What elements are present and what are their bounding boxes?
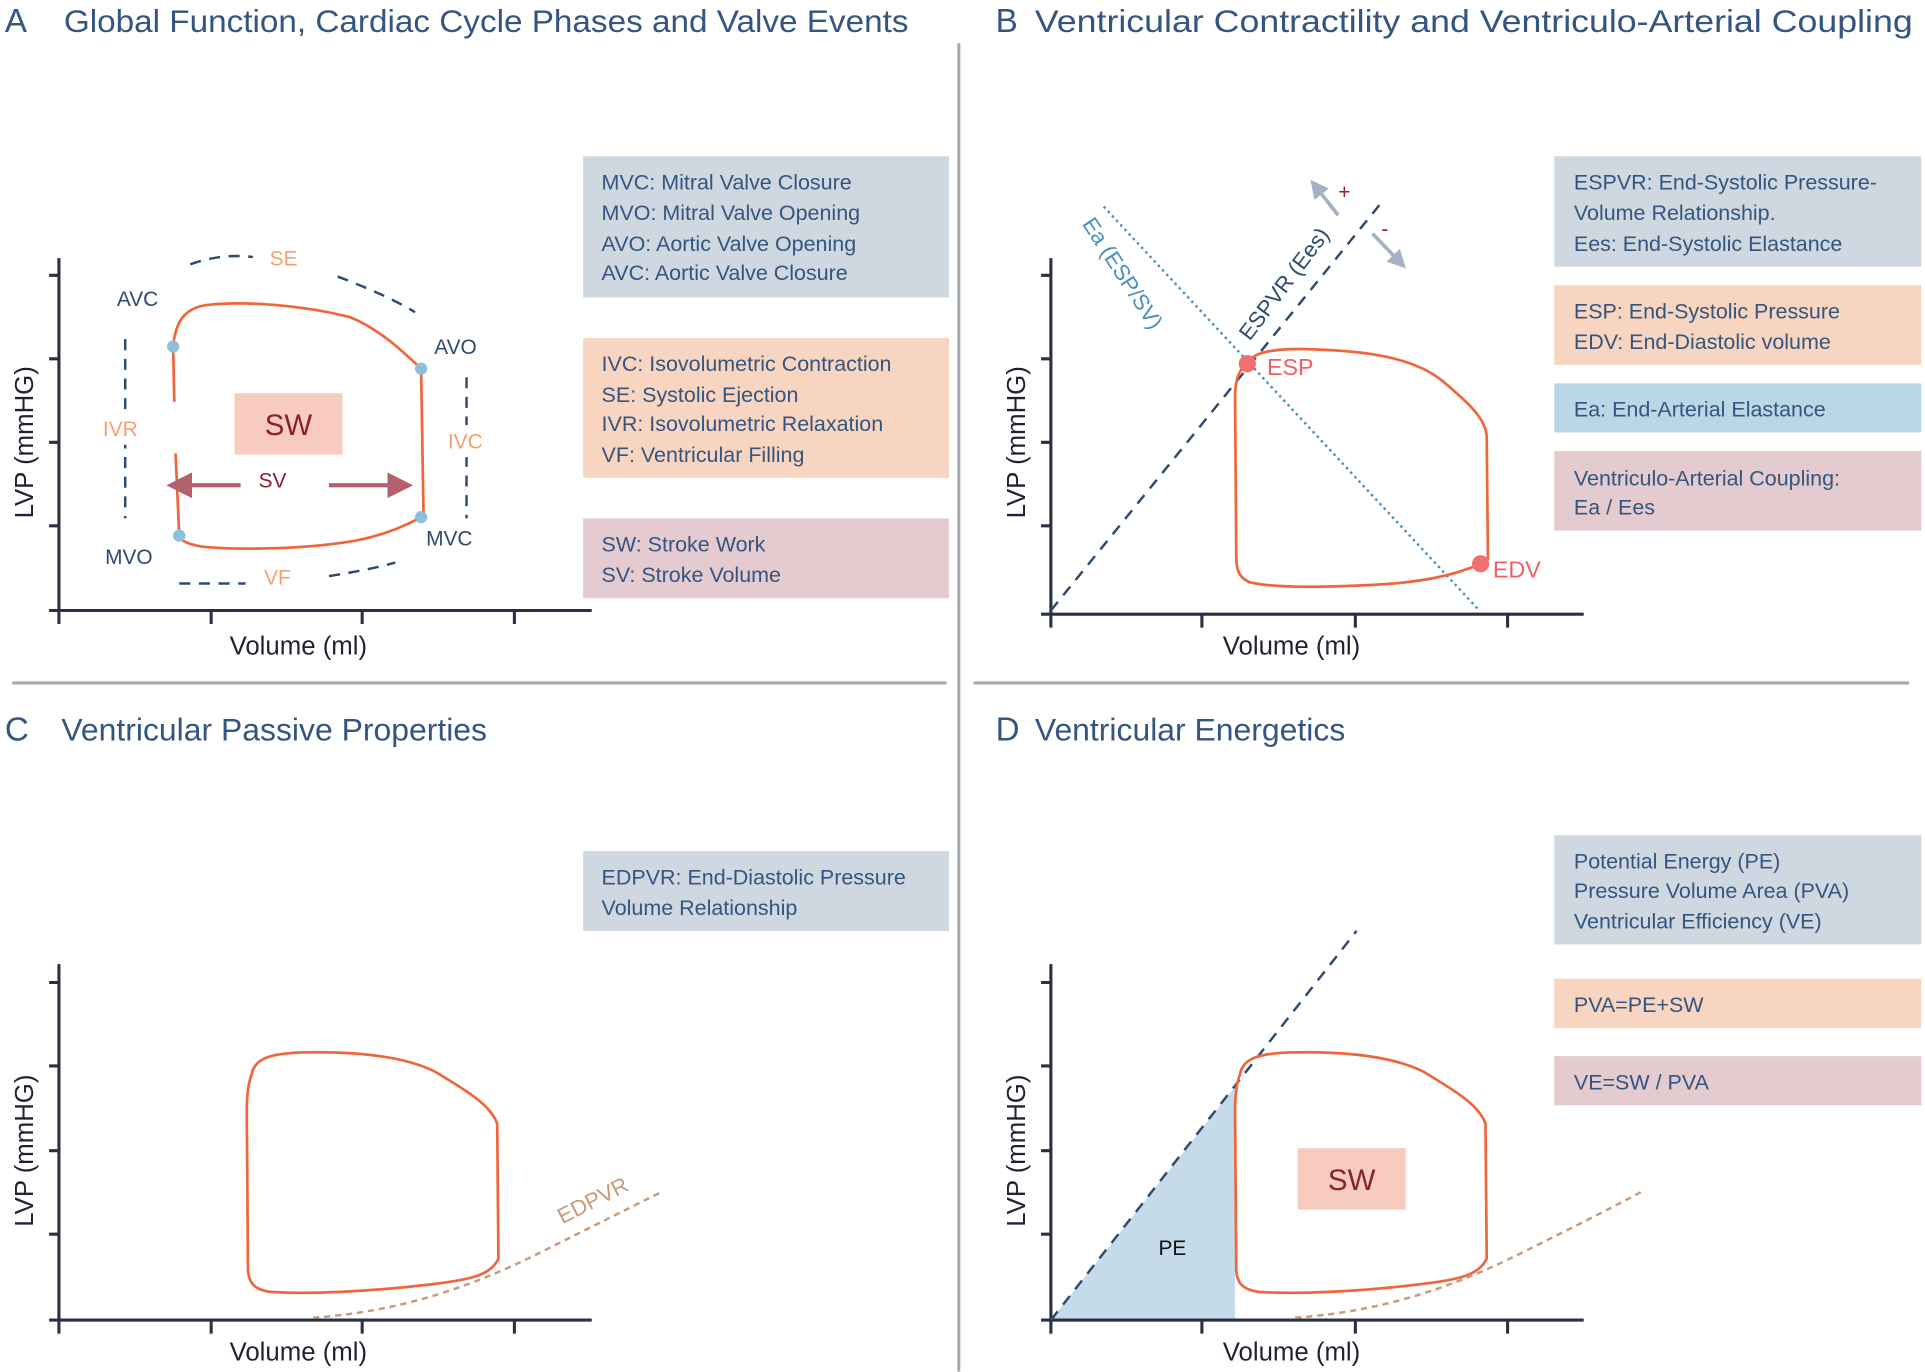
legend-line: AVC: Aortic Valve Closure (602, 261, 848, 285)
vf-dash-right (328, 561, 396, 578)
axes (49, 258, 592, 625)
edpvr-curve (312, 1190, 664, 1319)
legend-edpvr: EDPVR: End-Diastolic Pressure Volume Rel… (583, 851, 949, 931)
label-ivc: IVC (448, 430, 483, 453)
legend-line: AVO: Aortic Valve Opening (602, 232, 857, 256)
legend-line: VF: Ventricular Filling (602, 443, 805, 467)
legend-line: MVC: Mitral Valve Closure (602, 170, 852, 194)
legend-line: IVR: Isovolumetric Relaxation (602, 412, 884, 436)
legend-line: Pressure Volume Area (PVA) (1574, 879, 1849, 903)
panel-letter: C (5, 712, 29, 749)
legend-line: IVC: Isovolumetric Contraction (602, 352, 892, 376)
sw-box (234, 393, 343, 455)
y-axis-label: LVP (mmHG) (1003, 366, 1031, 518)
x-axis-label: Volume (ml) (230, 633, 367, 661)
legend-line: ESPVR: End-Systolic Pressure- (1574, 170, 1877, 194)
legend-espvr: ESPVR: End-Systolic Pressure- Volume Rel… (1554, 156, 1922, 267)
legend-work: SW: Stroke Work SV: Stroke Volume (583, 518, 949, 599)
legend-line: EDPVR: End-Diastolic Pressure (602, 865, 906, 889)
legend-line: EDV: End-Diastolic volume (1574, 330, 1831, 354)
axes (49, 964, 592, 1334)
edv-dot (1471, 555, 1490, 573)
legend-line: Ea: End-Arterial Elastance (1574, 398, 1826, 422)
x-axis-label: Volume (ml) (1223, 633, 1360, 661)
espvr-line (1049, 202, 1383, 612)
decrease-arrow (1371, 232, 1406, 269)
legend-line: Volume Relationship (602, 896, 798, 920)
label-avc: AVC (117, 288, 158, 311)
pv-loop (245, 1050, 500, 1295)
sw-label: SW (1328, 1164, 1376, 1197)
panel-b: B Ventricular Contractility and Ventricu… (996, 3, 1922, 661)
se-arc-right (337, 275, 416, 314)
panel-title: Ventricular Contractility and Ventriculo… (1035, 3, 1913, 39)
edpvr-label: EDPVR (553, 1172, 632, 1229)
label-se: SE (270, 248, 298, 271)
x-axis-label: Volume (ml) (1223, 1339, 1360, 1367)
pv-loop (1233, 347, 1490, 589)
x-axis-label: Volume (ml) (230, 1339, 367, 1367)
y-axis-label: LVP (mmHG) (11, 366, 39, 518)
legend-line: Potential Energy (PE) (1574, 849, 1780, 873)
legend-line: MVO: Mitral Valve Opening (602, 201, 861, 225)
axes (1041, 258, 1584, 628)
legend-line: Ees: End-Systolic Elastance (1574, 232, 1843, 256)
sw-box (1297, 1148, 1406, 1210)
espvr-label: ESPVR (Ees) (1234, 223, 1334, 345)
panel-title: Global Function, Cardiac Cycle Phases an… (64, 3, 909, 39)
sw-label: SW (265, 409, 313, 442)
panel-title: Ventricular Passive Properties (61, 712, 487, 748)
legend-line: Ventriculo-Arterial Coupling: (1574, 466, 1840, 490)
legend-energetics: Potential Energy (PE) Pressure Volume Ar… (1554, 835, 1922, 945)
panel-letter: D (996, 712, 1020, 749)
legend-valve-events: MVC: Mitral Valve Closure MVO: Mitral Va… (583, 156, 949, 298)
legend-line: SE: Systolic Ejection (602, 383, 799, 407)
se-arc-left (189, 254, 254, 266)
legend-line: VE=SW / PVA (1574, 1070, 1710, 1094)
legend-pva: PVA=PE+SW (1554, 978, 1922, 1028)
plus-sign: + (1338, 181, 1350, 204)
panel-title: Ventricular Energetics (1035, 712, 1345, 748)
espvr-line (1049, 930, 1358, 1321)
edv-label: EDV (1493, 556, 1541, 582)
sv-label: SV (259, 470, 287, 493)
panel-letter: B (996, 3, 1018, 40)
legend-line: SV: Stroke Volume (602, 563, 781, 587)
legend-line: Ea / Ees (1574, 496, 1655, 520)
label-mvc: MVC (426, 527, 472, 550)
axes (1041, 964, 1584, 1334)
label-mvo: MVO (105, 546, 153, 569)
y-axis-label: LVP (mmHG) (11, 1075, 39, 1227)
panel-letter: A (5, 3, 28, 40)
panel-d: D Ventricular Energetics Volume (ml) LVP… (996, 712, 1922, 1367)
legend-coupling: Ventriculo-Arterial Coupling: Ea / Ees (1554, 450, 1922, 531)
minus-sign: - (1381, 218, 1388, 241)
legend-line: Volume Relationship. (1574, 201, 1776, 225)
legend-esp-edv: ESP: End-Systolic Pressure EDV: End-Dias… (1554, 285, 1922, 365)
ea-label: Ea (ESP/SV) (1077, 213, 1167, 334)
increase-arrow (1310, 179, 1340, 217)
legend-ve: VE=SW / PVA (1554, 1056, 1922, 1106)
pe-label: PE (1159, 1237, 1187, 1260)
label-avo: AVO (434, 336, 477, 359)
label-ivr: IVR (103, 418, 138, 441)
legend-phases: IVC: Isovolumetric Contraction SE: Systo… (583, 337, 949, 478)
edpvr-curve (1295, 1190, 1644, 1319)
valve-event-dots (166, 340, 428, 542)
panel-a: A Global Function, Cardiac Cycle Phases … (5, 3, 949, 661)
label-vf: VF (264, 567, 291, 590)
legend-line: PVA=PE+SW (1574, 993, 1704, 1017)
legend-ea: Ea: End-Arterial Elastance (1554, 383, 1922, 433)
legend-line: ESP: End-Systolic Pressure (1574, 299, 1840, 323)
esp-dot (1238, 355, 1256, 373)
legend-line: Ventricular Efficiency (VE) (1574, 909, 1822, 933)
pv-loop (1233, 1050, 1489, 1295)
esp-label: ESP (1267, 354, 1314, 380)
y-axis-label: LVP (mmHG) (1003, 1075, 1031, 1227)
panel-c: C Ventricular Passive Properties Volume … (5, 712, 949, 1367)
legend-line: SW: Stroke Work (602, 533, 766, 557)
